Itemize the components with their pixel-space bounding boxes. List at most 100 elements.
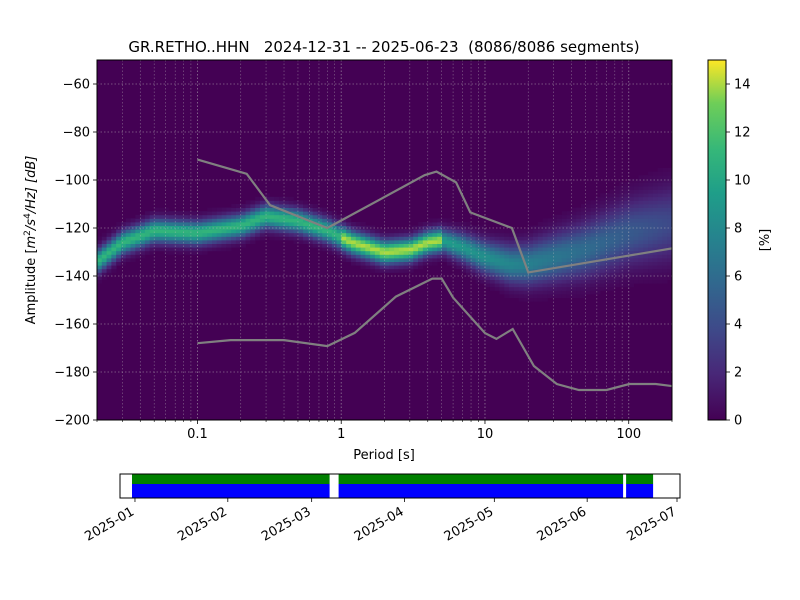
histogram-cell [192,240,199,244]
histogram-cell [168,214,175,219]
histogram-cell [652,232,659,237]
histogram-cell [643,236,649,241]
histogram-cell [355,254,361,259]
histogram-cell [571,240,577,244]
histogram-cell [427,258,433,262]
histogram-cell [111,247,117,252]
histogram-cell [394,265,400,270]
histogram-cell [648,229,654,234]
histogram-cell [240,243,246,248]
histogram-cell [604,261,611,266]
histogram-cell [398,240,405,244]
histogram-cell [149,247,155,252]
histogram-cell [188,232,194,237]
histogram-cell [571,294,577,298]
histogram-cell [298,232,304,237]
histogram-cell [624,186,630,190]
histogram-cell [614,283,620,288]
histogram-cell [341,258,347,262]
histogram-cell [652,218,659,223]
histogram-cell [101,261,107,266]
histogram-cell [456,236,462,241]
histogram-cell [235,214,242,219]
histogram-cell [604,236,611,241]
histogram-cell [255,204,261,208]
histogram-cell [168,229,175,234]
histogram-cell [379,240,385,244]
histogram-cell [264,222,270,226]
histogram-cell [465,272,472,277]
histogram-cell [116,243,122,248]
histogram-cell [609,236,615,241]
histogram-cell [269,207,275,212]
histogram-cell [552,254,558,259]
histogram-cell [197,240,203,244]
histogram-cell [662,268,668,273]
colorbar-tick-label: 8 [734,222,742,237]
histogram-cell [580,232,587,237]
histogram-cell [250,207,256,212]
histogram-cell [624,222,630,226]
histogram-cell [427,218,433,223]
histogram-cell [566,268,572,273]
histogram-cell [590,218,596,223]
histogram-cell [566,247,572,252]
histogram-cell [528,243,534,248]
histogram-cell [523,250,529,255]
histogram-cell [413,236,419,241]
histogram-cell [667,261,672,266]
histogram-cell [394,250,400,255]
histogram-cell [446,222,452,226]
histogram-cell [628,189,635,194]
histogram-cell [652,214,659,219]
histogram-cell [624,265,630,270]
histogram-cell [259,207,266,212]
histogram-cell [595,240,601,244]
histogram-cell [528,247,534,252]
histogram-cell [178,236,184,241]
histogram-cell [547,265,553,270]
histogram-cell [212,247,218,252]
coverage-used-bar [626,474,654,484]
histogram-cell [317,236,323,241]
histogram-cell [657,200,663,205]
histogram-cell [240,236,246,241]
histogram-cell [576,229,582,234]
histogram-cell [437,243,443,248]
histogram-cell [317,229,323,234]
histogram-cell [144,211,151,216]
histogram-cell [461,232,467,237]
histogram-cell [221,214,227,219]
histogram-cell [657,189,663,194]
histogram-cell [624,276,630,280]
histogram-cell [652,261,659,266]
histogram-cell [168,247,175,252]
histogram-cell [461,236,467,241]
histogram-cell [446,240,452,244]
histogram-cell [633,261,639,266]
histogram-cell [614,240,620,244]
histogram-cell [250,225,256,230]
histogram-cell [528,276,534,280]
histogram-cell [350,240,357,244]
histogram-cell [533,236,539,241]
histogram-cell [111,243,117,248]
histogram-cell [523,229,529,234]
histogram-cell [614,261,620,266]
histogram-cell [164,240,170,244]
histogram-cell [662,178,668,183]
histogram-cell [298,218,304,223]
histogram-cell [461,247,467,252]
histogram-cell [197,222,203,226]
histogram-cell [255,196,261,201]
histogram-cell [638,214,644,219]
histogram-cell [164,222,170,226]
histogram-cell [480,279,486,284]
histogram-cell [331,214,337,219]
histogram-cell [432,232,438,237]
histogram-cell [499,254,505,259]
histogram-cell [494,240,500,244]
histogram-cell [523,272,529,277]
histogram-cell [120,240,127,244]
histogram-cell [202,211,208,216]
